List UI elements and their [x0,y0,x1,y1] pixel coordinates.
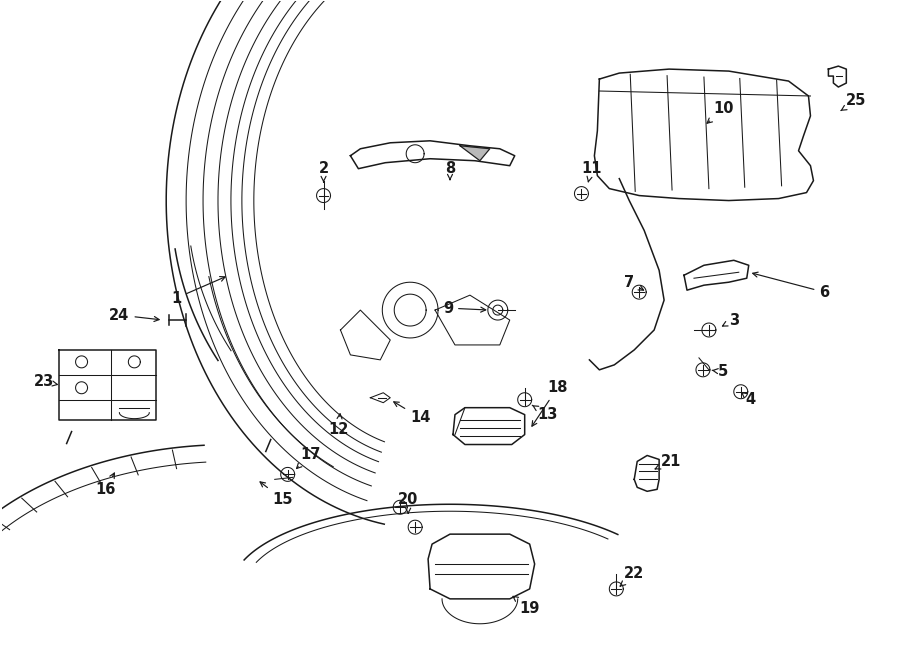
Text: 24: 24 [109,307,159,323]
Text: 6: 6 [752,272,830,299]
Text: 21: 21 [655,454,681,469]
Text: 20: 20 [398,492,418,513]
Text: 5: 5 [712,364,728,379]
Text: 13: 13 [532,405,558,422]
Text: 18: 18 [532,380,568,426]
Text: 11: 11 [581,161,602,182]
Text: 12: 12 [328,414,348,437]
Text: 9: 9 [443,301,486,315]
Polygon shape [460,146,490,161]
Text: 15: 15 [260,482,293,507]
Text: 3: 3 [723,313,739,328]
Text: 23: 23 [33,374,58,389]
Text: 16: 16 [95,473,115,497]
Text: 19: 19 [513,596,540,616]
Text: 25: 25 [841,93,867,110]
Text: 22: 22 [620,566,644,586]
Text: 10: 10 [707,101,734,123]
Text: 1: 1 [171,276,225,305]
Text: 17: 17 [297,447,320,469]
Text: 14: 14 [394,402,430,425]
Text: 2: 2 [319,161,328,182]
Text: 8: 8 [445,161,455,180]
Text: 7: 7 [625,275,643,290]
Text: 4: 4 [742,392,756,407]
